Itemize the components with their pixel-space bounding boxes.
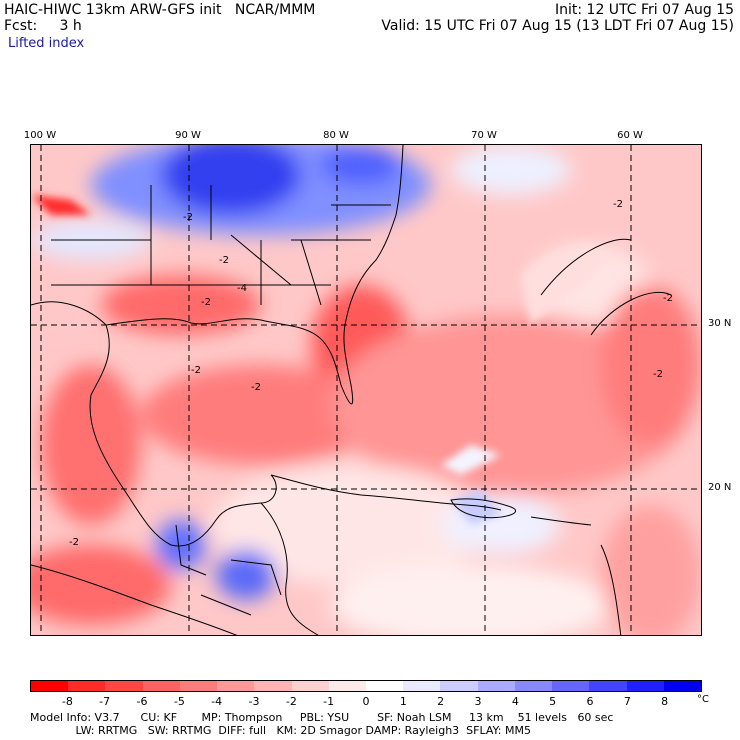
colorbar-tick-label: 3 [474, 695, 482, 708]
contour-label: -2 [251, 382, 261, 393]
colorbar-tick-label: 1 [399, 695, 407, 708]
colorbar-tick-label: 0 [362, 695, 370, 708]
shade-patch [441, 445, 501, 475]
colorbar-segment [365, 681, 404, 691]
colorbar-segment [589, 681, 627, 691]
colorbar-segment [626, 681, 664, 691]
contour-label: -2 [191, 365, 201, 376]
colorbar-tick-label: 8 [661, 695, 669, 708]
contour-label: -2 [183, 212, 193, 223]
colorbar-segment [514, 681, 553, 691]
colorbar-segment [254, 681, 292, 691]
contour-label: -2 [653, 369, 663, 380]
contour-label: -4 [237, 283, 247, 294]
lat-label-30n: 30 N [708, 318, 732, 329]
colorbar-segment [328, 681, 366, 691]
colorbar-tick-label: 4 [511, 695, 519, 708]
colorbar-segment [477, 681, 515, 691]
colorbar-tick-label: -7 [99, 695, 111, 708]
colorbar-segment [217, 681, 255, 691]
colorbar-segment [291, 681, 329, 691]
shade-patch [31, 195, 91, 215]
colorbar-segment [663, 681, 701, 691]
colorbar-tick-label: -4 [211, 695, 223, 708]
title-left: HAIC-HIWC 13km ARW-GFS init NCAR/MMM [4, 2, 316, 18]
coastlines [31, 145, 672, 635]
valid-time: Valid: 15 UTC Fri 07 Aug 15 (13 LDT Fri … [381, 18, 734, 34]
field-name: Lifted index [8, 36, 85, 51]
map-canvas: -2 -2 -2 -4 -2 -2 -2 -2 -2 -2 [31, 145, 701, 635]
colorbar-tick-label: -1 [323, 695, 335, 708]
colorbar-segment [68, 681, 106, 691]
contour-label: -2 [613, 199, 623, 210]
colorbar-segment [31, 681, 69, 691]
colorbar-unit: °C [697, 694, 709, 705]
colorbar-segment [105, 681, 143, 691]
contour-label: -2 [663, 293, 673, 304]
colorbar-segment [142, 681, 180, 691]
footer-model-info: Model Info: V3.7 CU: KF MP: Thompson PBL… [30, 711, 614, 724]
colorbar-segment [179, 681, 218, 691]
lon-label-60w: 60 W [617, 130, 643, 141]
colorbar-tick-label: 6 [586, 695, 594, 708]
lat-label-20n: 20 N [708, 482, 732, 493]
colorbar-tick-label: -3 [248, 695, 260, 708]
colorbar-tick-label: 5 [549, 695, 557, 708]
colorbar-segment [552, 681, 590, 691]
colorbar-tick-label: -6 [136, 695, 148, 708]
lifted-index-map: -2 -2 -2 -4 -2 -2 -2 -2 -2 -2 [30, 144, 702, 636]
lon-label-90w: 90 W [175, 130, 201, 141]
colorbar-tick-label: -8 [61, 695, 73, 708]
contour-label: -2 [219, 255, 229, 266]
colorbar [30, 680, 702, 692]
lon-label-80w: 80 W [323, 130, 349, 141]
colorbar-segment [403, 681, 441, 691]
init-time: Init: 12 UTC Fri 07 Aug 15 [554, 2, 734, 18]
lon-label-100w: 100 W [23, 130, 57, 141]
lon-label-70w: 70 W [471, 130, 497, 141]
graticule [31, 145, 701, 635]
footer-physics-info: LW: RRTMG SW: RRTMG DIFF: full KM: 2D Sm… [30, 724, 531, 737]
contour-label: -2 [201, 297, 211, 308]
shading-layer [31, 145, 701, 635]
shade-patch [521, 244, 611, 325]
colorbar-tick-label: -5 [173, 695, 185, 708]
forecast-hour: Fcst: 3 h [4, 18, 82, 34]
colorbar-tick-label: -2 [285, 695, 297, 708]
colorbar-tick-label: 7 [623, 695, 631, 708]
contour-label: -2 [69, 537, 79, 548]
colorbar-tick-label: 2 [437, 695, 445, 708]
colorbar-segment [440, 681, 478, 691]
